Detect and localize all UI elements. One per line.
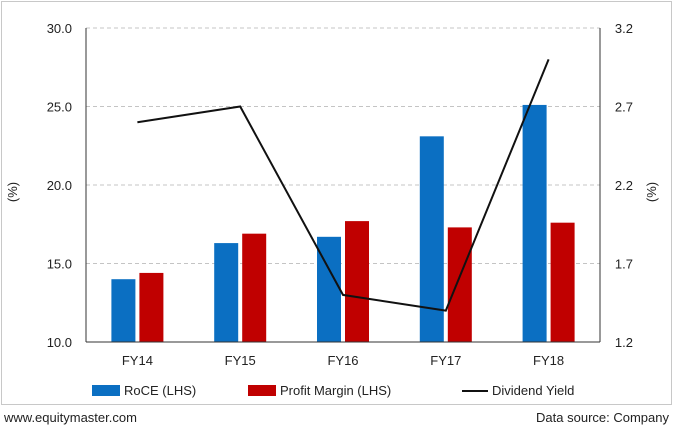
bar-profit-margin [139, 272, 164, 342]
x-tick-label: FY16 [327, 353, 358, 368]
right-tick-label: 1.2 [615, 335, 633, 350]
left-tick-label: 30.0 [47, 21, 72, 36]
left-tick-label: 10.0 [47, 335, 72, 350]
axes [85, 28, 601, 343]
legend: RoCE (LHS) Profit Margin (LHS) Dividend … [92, 383, 574, 398]
right-axis-title: (%) [644, 182, 659, 202]
legend-label-profit-margin: Profit Margin (LHS) [280, 383, 391, 398]
bars [111, 104, 575, 343]
right-tick-label: 2.7 [615, 100, 633, 115]
data-source: Data source: Company [536, 410, 669, 425]
legend-swatch-profit-margin [248, 385, 276, 396]
legend-label-roce: RoCE (LHS) [124, 383, 196, 398]
bar-roce [111, 279, 136, 342]
source-website: www.equitymaster.com [4, 410, 137, 425]
chart: 10.0 15.0 20.0 25.0 30.0 1.2 1.7 2.2 2.7 3.2 FY14 F… [5, 21, 659, 398]
tick-labels: 10.0 15.0 20.0 25.0 30.0 1.2 1.7 2.2 2.7 3.2 FY14 F… [47, 21, 633, 368]
bar-profit-margin [242, 233, 267, 342]
bar-roce [214, 243, 239, 342]
bar-profit-margin [447, 227, 472, 342]
legend-label-dividend-yield: Dividend Yield [492, 383, 574, 398]
right-tick-label: 2.2 [615, 178, 633, 193]
bar-profit-margin [345, 221, 369, 342]
legend-swatch-roce [92, 385, 120, 396]
left-tick-label: 25.0 [47, 100, 72, 115]
x-tick-label: FY15 [225, 353, 256, 368]
left-tick-label: 15.0 [47, 257, 72, 272]
bar-profit-margin [550, 222, 575, 342]
right-tick-label: 3.2 [615, 21, 633, 36]
bar-roce [419, 136, 444, 342]
x-tick-label: FY18 [533, 353, 564, 368]
x-tick-label: FY14 [122, 353, 153, 368]
grid-lines [86, 27, 600, 264]
dividend-yield-line [137, 59, 550, 312]
left-axis-title: (%) [5, 182, 20, 202]
bar-roce [522, 104, 547, 343]
left-tick-label: 20.0 [47, 178, 72, 193]
right-tick-label: 1.7 [615, 257, 633, 272]
x-tick-label: FY17 [430, 353, 461, 368]
